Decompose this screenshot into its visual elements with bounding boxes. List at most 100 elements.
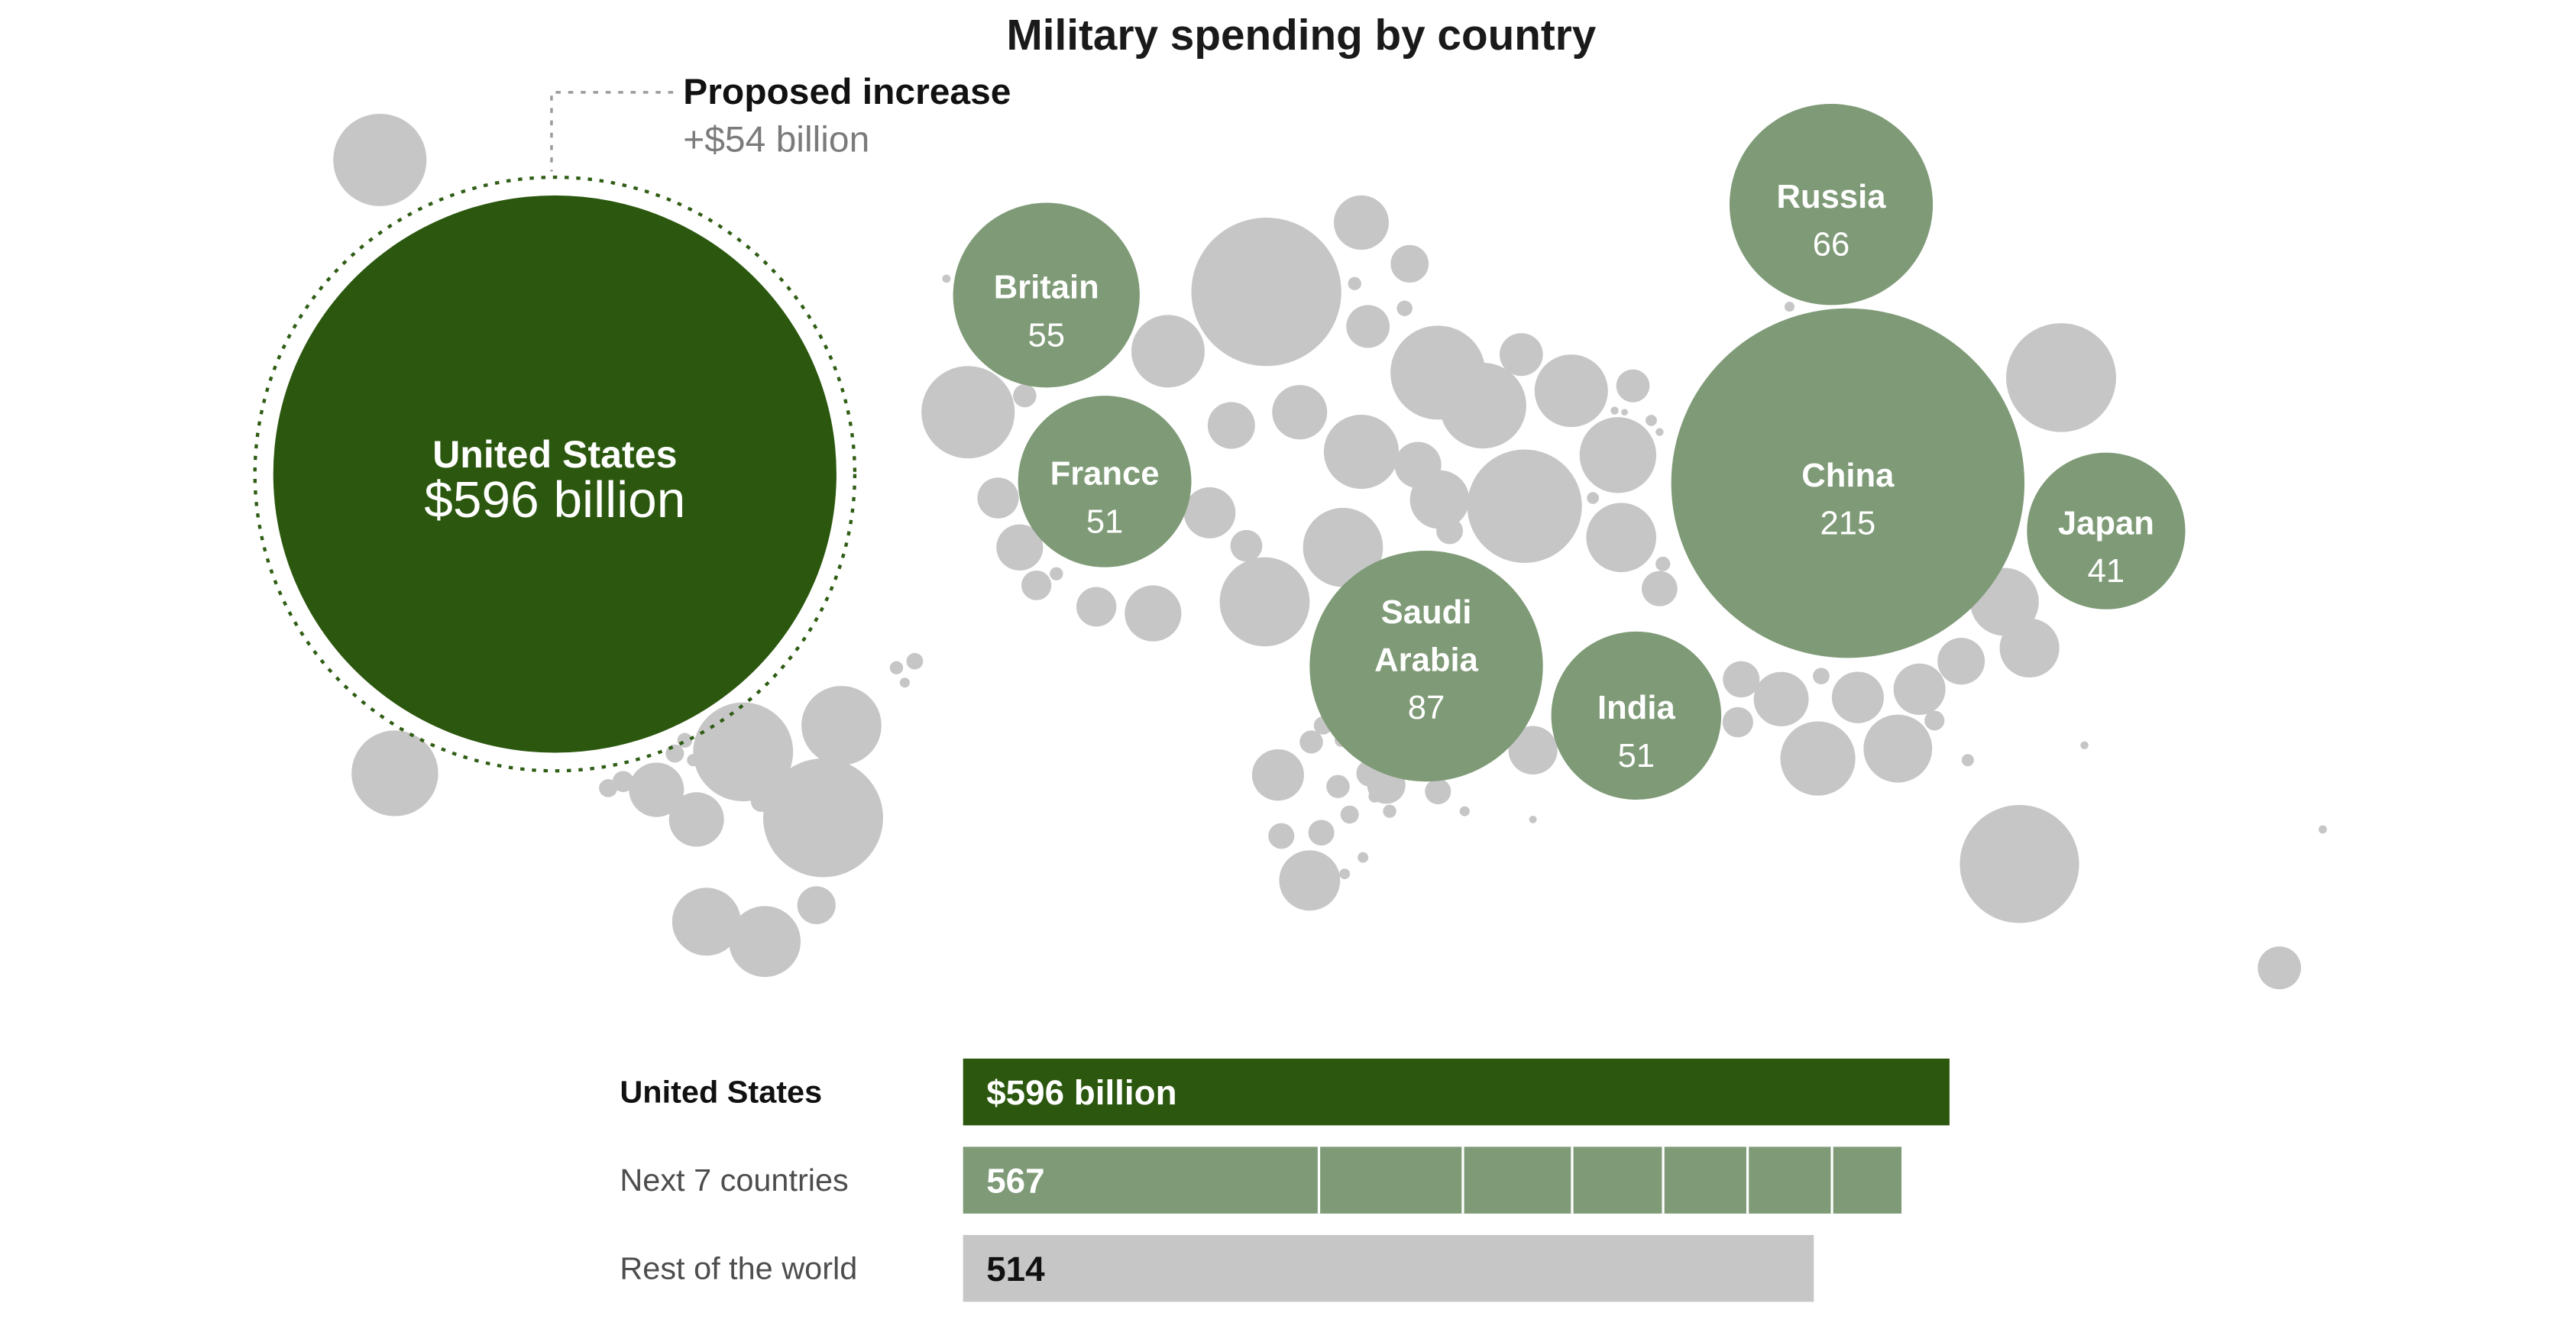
bubble-group-saudi-arabia: Saudi Arabia 87: [1309, 551, 1543, 782]
bubble-other-country: [1183, 487, 1236, 538]
bubble-other-country: [1021, 570, 1052, 600]
bubble-other-country: [1272, 385, 1328, 440]
bubble-other-country: [2319, 825, 2327, 834]
bubble-other-country: [1425, 778, 1451, 805]
annotation-value: +$54 billion: [683, 120, 869, 160]
bubble-other-country: [1924, 710, 1945, 731]
bubble-label-britain: Britain: [994, 270, 1099, 306]
bubble-other-country: [2080, 741, 2089, 749]
bubble-value-china: 215: [1820, 506, 1875, 542]
bubble-other-country: [351, 730, 439, 816]
bubble-other-country: [1529, 815, 1537, 823]
bubble-other-country: [333, 113, 427, 206]
bubble-other-country: [996, 524, 1044, 571]
bubble-russia: [1729, 104, 1934, 306]
bubble-other-country: [1333, 195, 1389, 251]
bubble-other-country: [1780, 721, 1856, 796]
bubble-other-country: [1467, 449, 1582, 564]
bubble-other-country: [672, 888, 741, 956]
bubble-other-country: [1831, 671, 1884, 723]
bubble-other-country: [906, 652, 924, 670]
bubble-other-country: [889, 661, 904, 674]
bubble-value-saudi-arabia: 87: [1408, 690, 1445, 726]
bubble-other-country: [693, 702, 794, 802]
bubble-other-country: [1579, 417, 1657, 493]
bubble-other-country: [1303, 507, 1383, 587]
bubble-other-country: [1863, 714, 1933, 783]
bubble-other-country: [1219, 557, 1310, 647]
bubble-other-country: [1937, 638, 1985, 685]
bubble-other-country: [801, 686, 882, 765]
bubble-other-country: [729, 906, 801, 978]
bar-rest-of-the-world: [963, 1234, 1814, 1302]
bar-row-united-states: United States $596 billion: [620, 1058, 1950, 1126]
bubble-label-united-states: United States: [432, 433, 677, 476]
bubble-other-country: [1813, 668, 1830, 684]
bubble-other-country: [1383, 804, 1396, 818]
bubble-other-country: [668, 792, 724, 847]
bubble-other-country: [1348, 276, 1361, 290]
bubble-map: United States$596 billion Britain 55 France…: [253, 104, 2327, 990]
bubble-other-country: [1655, 428, 1664, 436]
bubble-label-saudi-arabia: Arabia: [1374, 642, 1479, 679]
bubble-other-country: [1390, 244, 1429, 283]
bubble-value-united-states: $596 billion: [424, 471, 685, 529]
bubble-other-country: [629, 762, 684, 817]
bubble-other-country: [977, 477, 1019, 519]
bar-row-label-next-7-countries: Next 7 countries: [620, 1162, 848, 1198]
bubble-other-country: [1076, 587, 1117, 627]
bubble-label-france: France: [1050, 456, 1160, 493]
bubble-other-country: [1616, 369, 1650, 403]
bar-value-next-7-countries: 567: [986, 1162, 1044, 1201]
bubble-japan: [2027, 452, 2186, 610]
bubble-other-country: [1722, 707, 1753, 738]
bubble-other-country: [1131, 315, 1205, 388]
bar-row-rest-of-the-world: Rest of the world 514: [620, 1234, 1814, 1302]
bubble-other-country: [1439, 362, 1526, 449]
proposed-increase-annotation: Proposed increase +$54 billion: [550, 72, 1011, 172]
bubble-label-india: India: [1597, 690, 1676, 726]
bubble-other-country: [750, 791, 772, 812]
bubble-other-country: [1125, 585, 1182, 642]
bubble-other-country: [1346, 305, 1390, 348]
bubble-india: [1551, 631, 1722, 800]
bubble-other-country: [1587, 492, 1599, 504]
bubble-group-britain: Britain 55: [953, 202, 1140, 388]
bubble-other-country: [942, 274, 951, 283]
proposed-increase-ring: [253, 175, 857, 773]
bubble-britain: [953, 202, 1140, 388]
bubble-other-country: [1339, 868, 1351, 880]
bubble-other-country: [1784, 302, 1795, 312]
bubble-label-russia: Russia: [1777, 179, 1887, 215]
bar-united-states: [963, 1058, 1950, 1126]
bubble-label-china: China: [1801, 458, 1895, 494]
page-title: Military spending by country: [1007, 11, 1597, 59]
bubble-other-country: [1960, 804, 2079, 923]
bubble-france: [1018, 396, 1192, 567]
bubble-other-country: [1308, 820, 1335, 846]
bubble-other-country: [1610, 406, 1619, 415]
bubble-other-country: [1753, 671, 1809, 726]
bubble-other-country: [1723, 661, 1760, 698]
bubble-value-japan: 41: [2088, 553, 2125, 590]
bubble-china: [1671, 308, 2025, 658]
bubble-united-states: [273, 195, 837, 753]
bar-row-label-united-states: United States: [620, 1075, 822, 1110]
bubble-group-india: India 51: [1551, 631, 1722, 800]
bubble-group-japan: Japan 41: [2027, 452, 2186, 610]
annotation-leader-line: [550, 91, 674, 172]
bubble-other-country: [1396, 300, 1413, 316]
bubble-other-country: [1230, 529, 1263, 562]
bubble-other-country: [1586, 503, 1657, 573]
bubble-other-country: [1207, 402, 1255, 449]
bubble-value-russia: 66: [1813, 227, 1849, 264]
bubble-label-saudi-arabia: Saudi: [1381, 594, 1472, 631]
bubble-other-country: [1251, 749, 1304, 801]
bubble-other-country: [677, 732, 693, 749]
bubble-other-country: [1893, 663, 1946, 716]
bubble-other-country: [1358, 852, 1369, 863]
bubble-value-india: 51: [1618, 738, 1655, 774]
bubble-other-country: [1646, 415, 1657, 426]
bubble-other-country: [1050, 567, 1063, 580]
